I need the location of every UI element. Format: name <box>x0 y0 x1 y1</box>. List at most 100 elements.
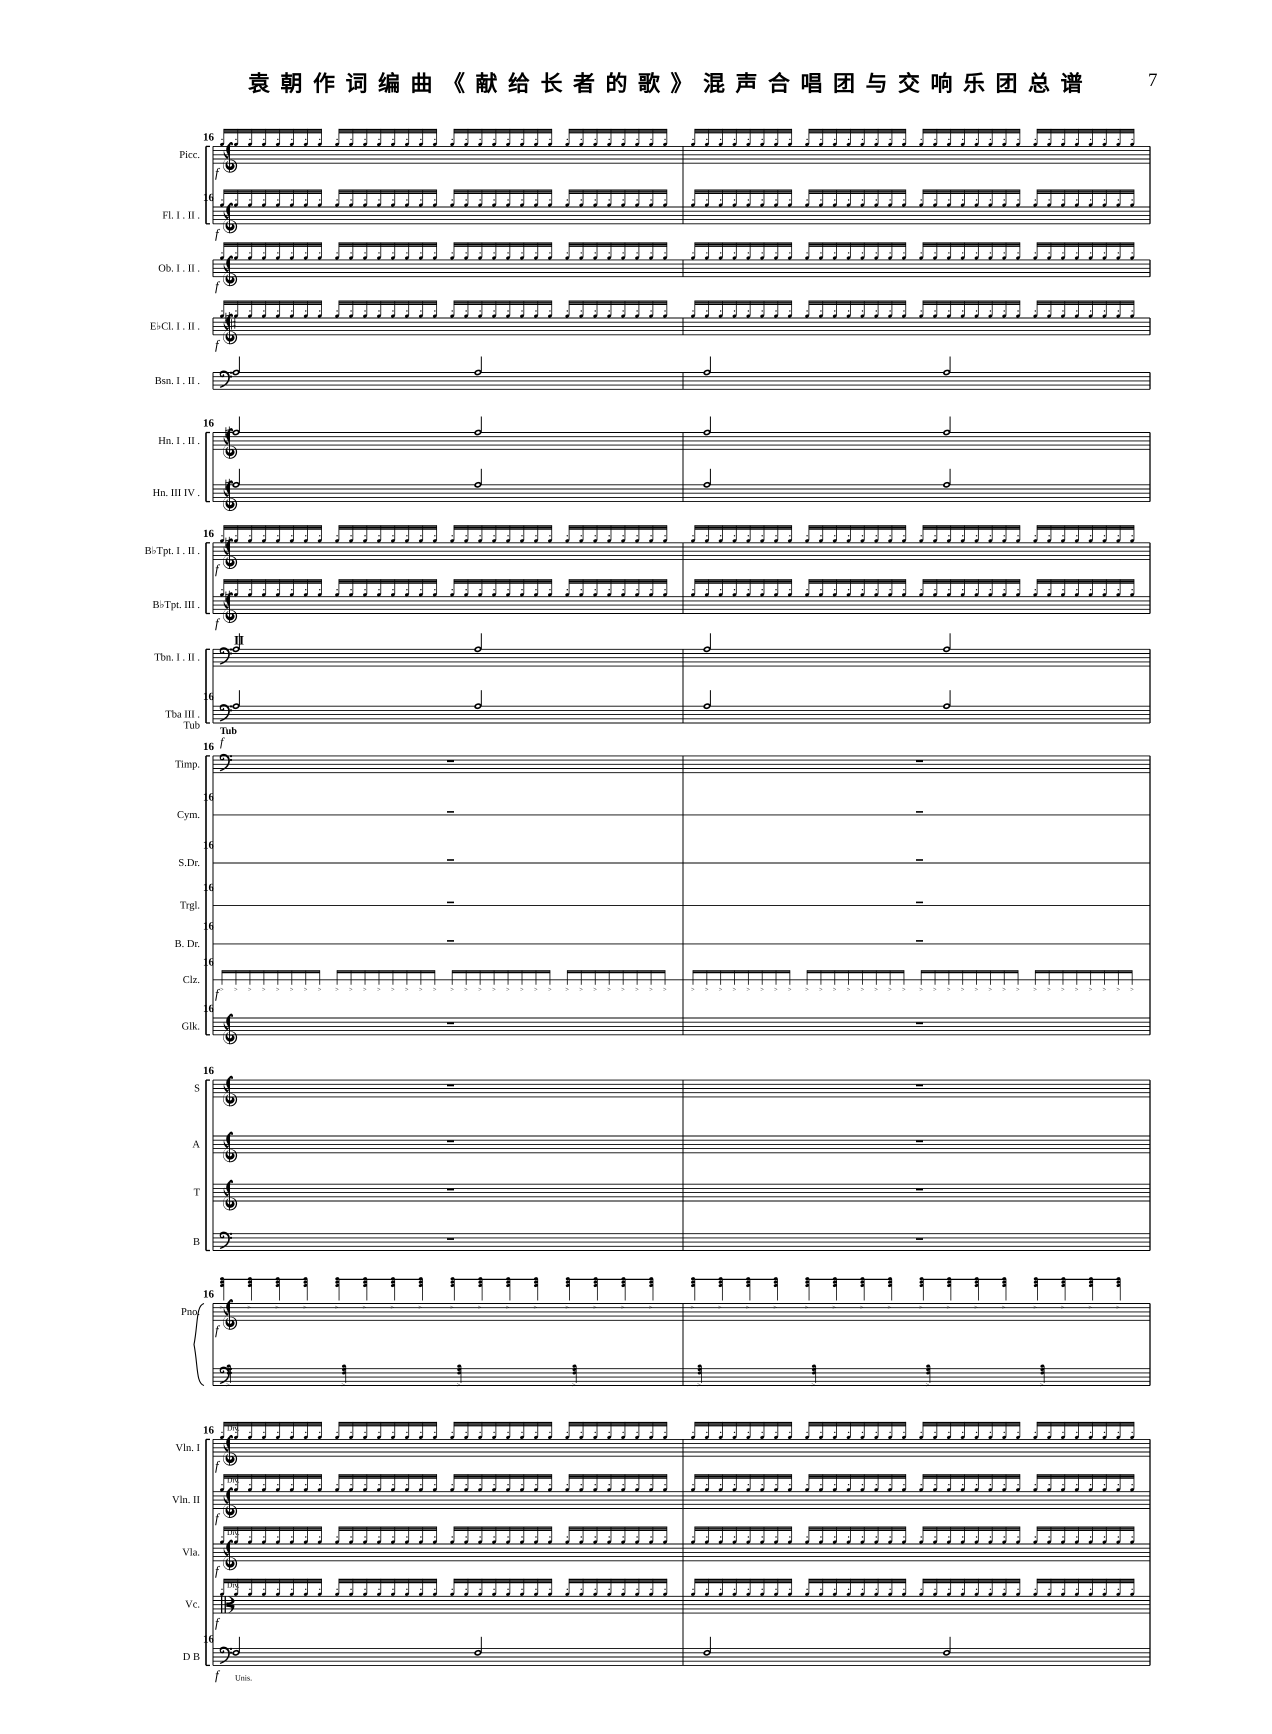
svg-text:>: > <box>341 1382 345 1389</box>
svg-text:>: > <box>975 986 979 993</box>
svg-text:>: > <box>318 986 322 993</box>
svg-text:>: > <box>1116 1305 1120 1312</box>
svg-text:>: > <box>391 986 395 993</box>
svg-text:>: > <box>450 1305 454 1312</box>
svg-text:>: > <box>860 986 864 993</box>
svg-text:>: > <box>1088 1305 1092 1312</box>
svg-text:Hn. III IV .: Hn. III IV . <box>153 488 200 499</box>
svg-text:>: > <box>349 986 353 993</box>
svg-text:f: f <box>215 1667 221 1682</box>
svg-text:>: > <box>733 986 737 993</box>
svg-text:Div.: Div. <box>227 1423 240 1432</box>
svg-text:>: > <box>697 1382 701 1389</box>
svg-text:II: II <box>234 632 244 647</box>
svg-text:f: f <box>215 1322 221 1337</box>
svg-text:>: > <box>433 986 437 993</box>
svg-text:16: 16 <box>203 691 215 703</box>
svg-text:>: > <box>774 986 778 993</box>
svg-text:f: f <box>215 562 221 577</box>
svg-text:Vla.: Vla. <box>182 1547 200 1558</box>
svg-text:f: f <box>215 226 221 241</box>
svg-text:>: > <box>860 1305 864 1312</box>
svg-text:>: > <box>760 986 764 993</box>
svg-text:>: > <box>1075 986 1079 993</box>
svg-text:>: > <box>933 986 937 993</box>
svg-text:B: B <box>193 1237 200 1248</box>
svg-text:16: 16 <box>203 1003 215 1015</box>
svg-text:Unis.: Unis. <box>235 1673 252 1682</box>
svg-text:>: > <box>492 986 496 993</box>
svg-text:>: > <box>506 1305 510 1312</box>
svg-text:>: > <box>506 986 510 993</box>
svg-text:>: > <box>363 986 367 993</box>
svg-text:>: > <box>1040 1382 1044 1389</box>
svg-text:f: f <box>215 165 221 180</box>
svg-text:>: > <box>1016 986 1020 993</box>
svg-text:Trgl.: Trgl. <box>180 900 200 911</box>
svg-text:>: > <box>335 1305 339 1312</box>
svg-text:>: > <box>887 1305 891 1312</box>
svg-text:>: > <box>275 1305 279 1312</box>
svg-text:16: 16 <box>203 192 215 204</box>
svg-text:>: > <box>961 986 965 993</box>
svg-text:16: 16 <box>203 1424 215 1436</box>
svg-text:>: > <box>773 1305 777 1312</box>
svg-text:>: > <box>649 986 653 993</box>
svg-text:>: > <box>607 986 611 993</box>
svg-text:>: > <box>262 986 266 993</box>
svg-text:>: > <box>533 1305 537 1312</box>
svg-text:>: > <box>276 986 280 993</box>
svg-text:>: > <box>691 986 695 993</box>
svg-text:>: > <box>847 986 851 993</box>
svg-text:>: > <box>635 986 639 993</box>
svg-text:>: > <box>947 986 951 993</box>
svg-text:>: > <box>248 986 252 993</box>
svg-text:16: 16 <box>203 792 215 804</box>
svg-text:>: > <box>805 986 809 993</box>
svg-text:f: f <box>215 279 221 294</box>
svg-text:Bsn. I . II .: Bsn. I . II . <box>155 376 200 387</box>
svg-text:>: > <box>377 986 381 993</box>
svg-text:>: > <box>335 986 339 993</box>
svg-text:>: > <box>649 1305 653 1312</box>
svg-text:f: f <box>220 735 225 749</box>
svg-text:>: > <box>811 1382 815 1389</box>
svg-text:>: > <box>974 1305 978 1312</box>
svg-text:E♭Cl. I . II .: E♭Cl. I . II . <box>150 321 200 332</box>
svg-text:>: > <box>719 986 723 993</box>
svg-text:>: > <box>1047 986 1051 993</box>
svg-text:Clz.: Clz. <box>183 975 200 986</box>
svg-text:>: > <box>520 986 524 993</box>
svg-text:>: > <box>833 986 837 993</box>
svg-text:>: > <box>303 1305 307 1312</box>
svg-text:16: 16 <box>203 921 215 933</box>
svg-text:16: 16 <box>203 418 215 430</box>
svg-text:Fl. I . II .: Fl. I . II . <box>162 210 200 221</box>
svg-text:f: f <box>215 1511 221 1526</box>
svg-text:Vln. II: Vln. II <box>172 1495 200 1506</box>
svg-text:Hn. I . II .: Hn. I . II . <box>158 436 200 447</box>
svg-text:16: 16 <box>203 1289 215 1301</box>
svg-text:>: > <box>363 1305 367 1312</box>
svg-text:B♭Tpt. I . II .: B♭Tpt. I . II . <box>145 546 200 557</box>
svg-text:>: > <box>919 986 923 993</box>
svg-text:A: A <box>192 1139 200 1150</box>
svg-text:>: > <box>593 986 597 993</box>
svg-text:>: > <box>1033 1305 1037 1312</box>
svg-text:>: > <box>579 986 583 993</box>
svg-text:>: > <box>874 986 878 993</box>
svg-text:16: 16 <box>203 882 215 894</box>
svg-text:16: 16 <box>203 840 215 852</box>
svg-text:>: > <box>902 986 906 993</box>
svg-text:Vc.: Vc. <box>185 1600 200 1611</box>
svg-text:>: > <box>1116 986 1120 993</box>
svg-text:Div.: Div. <box>227 1476 240 1485</box>
svg-text:Tbn. I . II .: Tbn. I . II . <box>154 653 200 664</box>
svg-text:Cym.: Cym. <box>177 810 200 821</box>
svg-text:>: > <box>691 1305 695 1312</box>
svg-text:>: > <box>304 986 308 993</box>
svg-text:>: > <box>418 1305 422 1312</box>
svg-text:Tub: Tub <box>183 721 200 732</box>
svg-text:16: 16 <box>203 741 215 753</box>
svg-text:>: > <box>888 986 892 993</box>
